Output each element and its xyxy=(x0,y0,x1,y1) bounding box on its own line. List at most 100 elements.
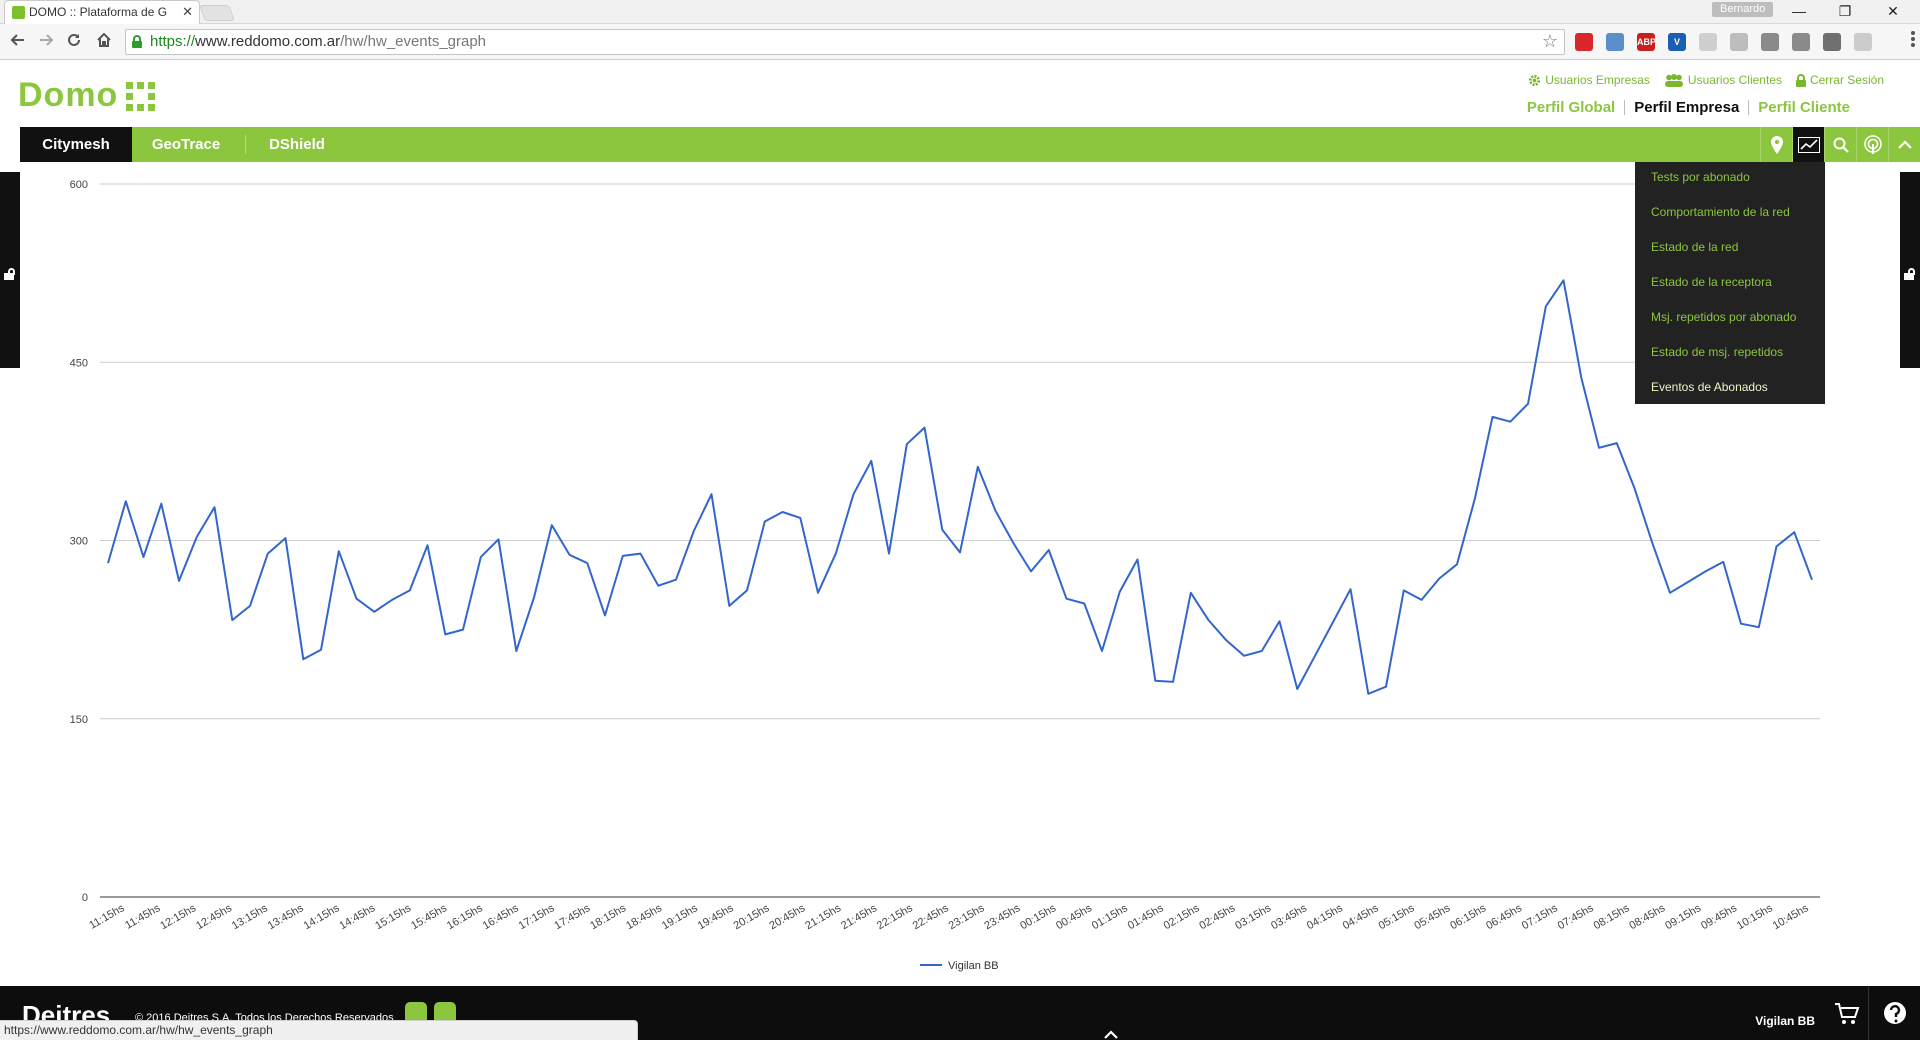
x-tick-label: 21:15hs xyxy=(803,902,843,932)
dropdown-item-estado-msj-repetidos[interactable]: Estado de msj. repetidos xyxy=(1651,345,1783,359)
dropdown-item-estado-receptora[interactable]: Estado de la receptora xyxy=(1651,275,1772,289)
chart-icon[interactable] xyxy=(1792,127,1824,162)
legend-label: Vigilan BB xyxy=(948,960,999,972)
x-tick-label: 13:15hs xyxy=(230,902,270,932)
mouse-ext-icon[interactable] xyxy=(1730,33,1748,51)
x-tick-label: 21:45hs xyxy=(839,902,879,932)
unlock-icon xyxy=(4,268,16,280)
new-tab-button[interactable] xyxy=(199,5,235,21)
x-tick-label: 15:15hs xyxy=(373,902,413,932)
y-tick-label: 300 xyxy=(70,536,88,548)
x-tick-label: 23:45hs xyxy=(982,902,1022,932)
browser-tab[interactable]: DOMO :: Plataforma de G ✕ xyxy=(4,0,200,24)
back-arrow-icon[interactable] xyxy=(6,30,30,54)
perfil-empresa-link[interactable]: Perfil Empresa xyxy=(1624,100,1748,115)
x-tick-label: 05:45hs xyxy=(1412,902,1452,932)
users-icon xyxy=(1664,74,1684,87)
x-tick-label: 10:45hs xyxy=(1771,902,1811,932)
url-text: https://www.reddomo.com.ar/hw/hw_events_… xyxy=(150,33,486,50)
nav-separator xyxy=(245,135,246,154)
gear-icon xyxy=(1528,74,1541,87)
main-nav: Citymesh GeoTrace DShield xyxy=(20,127,1920,162)
left-side-panel-toggle[interactable] xyxy=(0,172,20,368)
forward-arrow-icon[interactable] xyxy=(34,30,58,54)
x-tick-label: 13:45hs xyxy=(266,902,306,932)
box-ext-icon[interactable] xyxy=(1823,33,1841,51)
x-tick-label: 17:45hs xyxy=(552,902,592,932)
nav-item-dshield[interactable]: DShield xyxy=(252,127,342,162)
tab-title: DOMO :: Plataforma de G xyxy=(29,5,167,19)
x-tick-label: 18:15hs xyxy=(588,902,628,932)
perfil-cliente-link[interactable]: Perfil Cliente xyxy=(1748,100,1859,115)
bookmark-star-icon[interactable]: ☆ xyxy=(1542,31,1558,52)
x-tick-label: 18:45hs xyxy=(624,902,664,932)
x-tick-label: 00:15hs xyxy=(1018,902,1058,932)
chat-ext-icon[interactable] xyxy=(1792,33,1810,51)
usuarios-clientes-link[interactable]: Usuarios Clientes xyxy=(1664,73,1782,87)
browser-profile-name[interactable]: Bernardo xyxy=(1712,2,1773,17)
ghost-ext-icon[interactable] xyxy=(1699,33,1717,51)
x-tick-label: 06:15hs xyxy=(1448,902,1488,932)
x-tick-label: 09:15hs xyxy=(1663,902,1703,932)
x-tick-label: 02:15hs xyxy=(1162,902,1202,932)
dropdown-item-tests-por-abonado[interactable]: Tests por abonado xyxy=(1651,170,1750,184)
perfil-global-link[interactable]: Perfil Global xyxy=(1518,100,1624,115)
reload-icon[interactable] xyxy=(62,30,86,54)
x-tick-label: 04:45hs xyxy=(1341,902,1381,932)
usuarios-empresas-label: Usuarios Empresas xyxy=(1545,73,1650,87)
y-tick-label: 600 xyxy=(70,179,88,191)
support-icon[interactable] xyxy=(1868,986,1920,1040)
minimize-button[interactable]: — xyxy=(1776,0,1822,24)
y-tick-label: 150 xyxy=(70,714,88,726)
x-tick-label: 03:15hs xyxy=(1233,902,1273,932)
search-icon[interactable] xyxy=(1824,127,1856,162)
dropdown-item-eventos-abonados[interactable]: Eventos de Abonados xyxy=(1651,380,1768,394)
x-tick-label: 11:45hs xyxy=(123,902,163,932)
right-side-panel-toggle[interactable] xyxy=(1900,172,1920,368)
address-bar[interactable]: https://www.reddomo.com.ar/hw/hw_events_… xyxy=(125,29,1565,55)
unlock-icon xyxy=(1904,268,1916,280)
usuarios-empresas-link[interactable]: Usuarios Empresas xyxy=(1528,73,1650,87)
usuarios-clientes-label: Usuarios Clientes xyxy=(1688,73,1782,87)
dropdown-item-msj-repetidos-abonado[interactable]: Msj. repetidos por abonado xyxy=(1651,310,1796,324)
home-icon[interactable] xyxy=(92,30,116,54)
x-tick-label: 09:45hs xyxy=(1699,902,1739,932)
x-tick-label: 07:15hs xyxy=(1520,902,1560,932)
nav-item-geotrace[interactable]: GeoTrace xyxy=(136,127,236,162)
x-tick-label: 03:45hs xyxy=(1269,902,1309,932)
broadcast-icon[interactable] xyxy=(1856,127,1888,162)
restore-button[interactable]: ❐ xyxy=(1822,0,1868,24)
cart-icon[interactable] xyxy=(1834,1002,1864,1032)
footer-user-name[interactable]: Vigilan BB xyxy=(1755,1014,1815,1028)
dropdown-item-estado-red[interactable]: Estado de la red xyxy=(1651,240,1738,254)
x-tick-label: 12:45hs xyxy=(194,902,234,932)
series-line-vigilan-bb xyxy=(108,280,1812,694)
x-tick-label: 06:45hs xyxy=(1484,902,1524,932)
nav-item-citymesh[interactable]: Citymesh xyxy=(20,127,132,162)
x-tick-label: 22:45hs xyxy=(911,902,951,932)
browser-tab-bar: DOMO :: Plataforma de G ✕ Bernardo — ❐ ✕ xyxy=(0,0,1920,24)
profile-links: Perfil Global Perfil Empresa Perfil Clie… xyxy=(1518,100,1859,115)
domo-logo[interactable]: Domo xyxy=(18,76,118,115)
abp-ext-icon[interactable]: ABP xyxy=(1637,33,1655,51)
x-tick-label: 17:15hs xyxy=(517,902,557,932)
x-tick-label: 10:15hs xyxy=(1735,902,1775,932)
wand-ext-icon[interactable] xyxy=(1854,33,1872,51)
book-ext-icon[interactable] xyxy=(1575,33,1593,51)
chevron-up-icon[interactable] xyxy=(1888,127,1920,162)
tab-close-icon[interactable]: ✕ xyxy=(182,1,193,23)
v-ext-icon[interactable]: V xyxy=(1668,33,1686,51)
x-tick-label: 11:15hs xyxy=(87,902,127,932)
cerrar-sesion-link[interactable]: Cerrar Sesión xyxy=(1796,73,1884,87)
map-ext-icon[interactable] xyxy=(1606,33,1624,51)
browser-menu-icon[interactable] xyxy=(1910,30,1916,53)
x-tick-label: 19:15hs xyxy=(660,902,700,932)
map-pin-icon[interactable] xyxy=(1760,127,1792,162)
site-header: Domo Usuarios Empresas Usuarios Clientes… xyxy=(0,60,1920,127)
close-window-button[interactable]: ✕ xyxy=(1870,0,1916,24)
y-tick-label: 450 xyxy=(70,357,88,369)
chart-svg: 0 150 300 450 600 11:15hs11:45hs12:15hs12:45h… xyxy=(40,168,1840,983)
doc-ext-icon[interactable] xyxy=(1761,33,1779,51)
dropdown-item-comportamiento-red[interactable]: Comportamiento de la red xyxy=(1651,205,1790,219)
x-tick-label: 12:15hs xyxy=(158,902,198,932)
